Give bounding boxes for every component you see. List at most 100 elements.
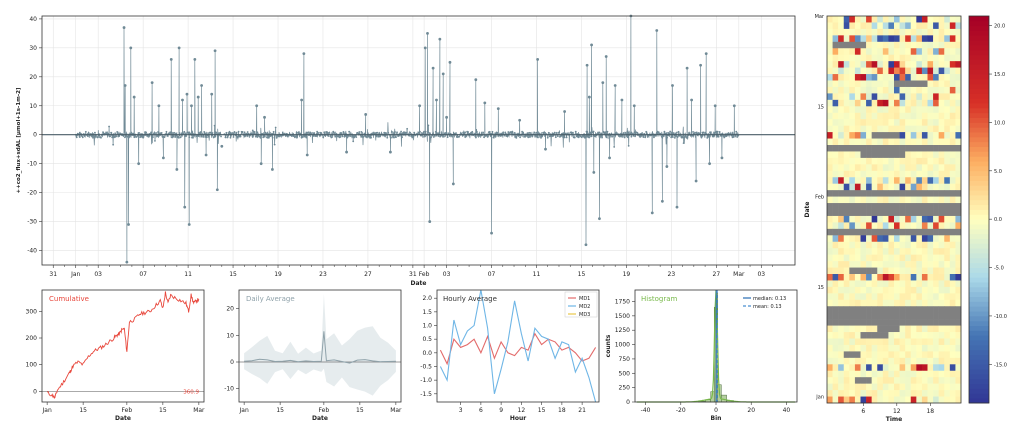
data-point (535, 131, 538, 134)
colorbar-segment (969, 165, 989, 172)
spike-point (441, 72, 445, 76)
heatmap-cell (827, 332, 833, 339)
heatmap-cell (832, 254, 839, 262)
heatmap-cell (877, 267, 884, 275)
heatmap-cell (866, 67, 872, 75)
chart-title: Cumulative (49, 295, 89, 303)
series-line (224, 15, 739, 245)
heatmap-cell (921, 106, 928, 114)
heatmap-cell (927, 203, 934, 210)
heatmap-cell (921, 203, 928, 210)
data-point (214, 135, 217, 138)
x-tick-label: 15 (159, 407, 167, 414)
spike-point (259, 162, 263, 166)
heatmap-cell (905, 151, 912, 159)
heatmap-cell (832, 106, 839, 114)
heatmap-cell (866, 241, 872, 249)
heatmap-cell (933, 286, 939, 294)
heatmap-cell (910, 293, 917, 301)
heatmap-cell (866, 54, 872, 62)
heatmap-cell (921, 48, 928, 55)
heatmap-cell (860, 383, 867, 391)
data-point (668, 132, 671, 135)
data-point (398, 134, 400, 137)
data-point (275, 136, 278, 139)
heatmap-cell (894, 370, 900, 378)
spike-point (590, 43, 593, 47)
heatmap-cell (921, 344, 928, 352)
heatmap-cell (854, 86, 861, 94)
heatmap-cell (905, 241, 912, 249)
data-point (653, 136, 655, 139)
data-point (142, 136, 145, 139)
heatmap-cell (944, 261, 951, 268)
heatmap-cell (827, 209, 833, 217)
heatmap-cell (849, 344, 856, 352)
heatmap-cell (838, 390, 845, 397)
heatmap-cell (866, 377, 872, 384)
colorbar-segment (969, 103, 989, 109)
data-point (504, 131, 507, 134)
heatmap-cell (910, 377, 917, 384)
heatmap-cell (871, 306, 878, 313)
heatmap-cell (933, 145, 939, 152)
heatmap-cell (955, 61, 962, 68)
heatmap-cell (899, 293, 906, 301)
heatmap-cell (921, 390, 928, 397)
heatmap-cell (882, 183, 889, 191)
heatmap-cell (938, 106, 945, 114)
heatmap-cell (944, 151, 951, 159)
heatmap-cell (882, 28, 889, 36)
data-point (602, 130, 605, 133)
heatmap-cell (944, 209, 951, 217)
heatmap-cell (933, 170, 939, 178)
data-point (515, 136, 518, 139)
heatmap-cell (944, 319, 951, 326)
y-tick-label: 20 (29, 74, 37, 81)
heatmap-cell (877, 177, 884, 184)
spike-point (161, 156, 165, 160)
heatmap-cell (899, 248, 906, 255)
spike-point (426, 31, 429, 35)
heatmap-cell (866, 177, 872, 184)
heatmap-cell (894, 222, 900, 230)
heatmap-cell (927, 183, 934, 191)
heatmap-cell (860, 267, 867, 275)
data-point (406, 127, 409, 130)
heatmap-cell (916, 364, 923, 372)
data-point (476, 130, 478, 133)
heatmap-cell (827, 228, 833, 236)
heatmap-cell (894, 203, 900, 210)
heatmap-cell (933, 164, 939, 172)
data-point (305, 136, 308, 139)
data-point (153, 132, 155, 135)
heatmap-cell (871, 145, 878, 152)
heatmap-cell (927, 196, 934, 204)
heatmap-cell (933, 332, 939, 339)
data-point (494, 136, 497, 138)
heatmap-cell (871, 54, 878, 62)
data-point (97, 136, 99, 139)
heatmap-cell (838, 280, 845, 288)
heatmap-cell (871, 93, 878, 101)
colorbar-segment (969, 228, 989, 235)
x-axis-label: Time (886, 416, 902, 423)
heatmap-cell (843, 383, 850, 391)
heatmap-cell (894, 190, 900, 197)
heatmap-cell (938, 86, 945, 94)
heatmap-cell (894, 35, 900, 43)
heatmap-cell (899, 151, 906, 159)
heatmap-cell (921, 35, 928, 43)
heatmap-cell (955, 383, 962, 391)
data-point (611, 135, 614, 138)
heatmap-cell (910, 61, 917, 68)
heatmap-cell (944, 35, 951, 43)
heatmap-cell (871, 22, 878, 30)
spike-point (699, 63, 702, 67)
data-point (408, 134, 411, 137)
heatmap-cell (894, 164, 900, 172)
data-point (174, 135, 177, 138)
heatmap-cell (938, 196, 945, 204)
heatmap-cell (927, 248, 934, 255)
data-point (546, 136, 549, 139)
